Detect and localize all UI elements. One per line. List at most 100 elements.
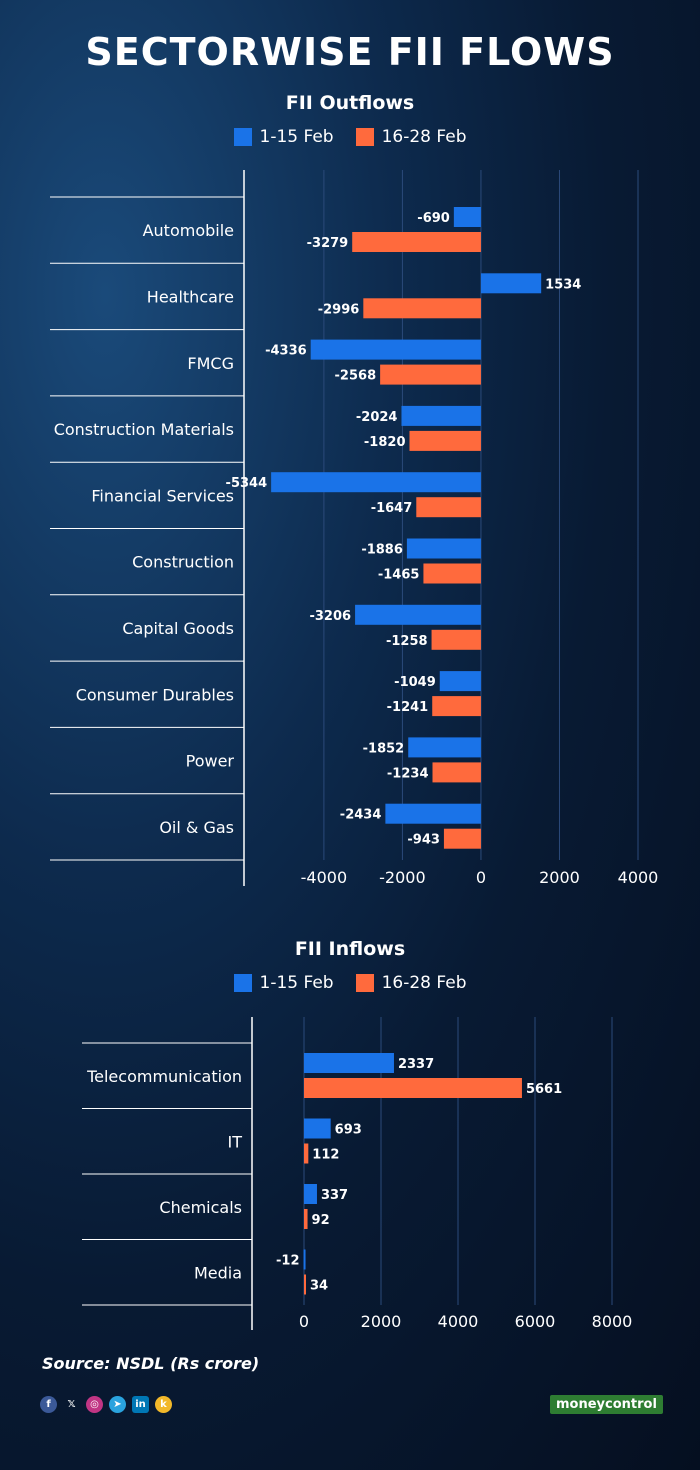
bar-series1 [304,1118,331,1139]
data-label: -2568 [335,369,377,384]
x-tick-label: 4000 [618,868,659,887]
koo-icon[interactable]: k [155,1396,172,1413]
x-tick-label: 2000 [361,1312,402,1331]
x-tick-label: 4000 [438,1312,479,1331]
legend-item-series2: 16-28 Feb [355,973,467,993]
source-note: Source: NSDL (Rs crore) [42,1354,260,1373]
data-label: -1241 [387,700,429,715]
legend-label-series2: 16-28 Feb [381,973,467,993]
category-label: IT [228,1132,243,1151]
data-label: 92 [312,1213,330,1228]
legend-item-series1: 1-15 Feb [233,127,334,147]
bar-series2 [416,497,481,518]
instagram-icon[interactable]: ◎ [86,1396,103,1413]
data-label: -1465 [378,568,420,583]
bar-series2 [304,1209,308,1229]
outflows-chart: -4000 -2000 0 2000 4000 Automobile -690 -3279 He… [50,170,659,887]
bar-series2 [423,563,481,584]
facebook-icon[interactable]: f [40,1396,57,1413]
data-label: -12 [276,1254,300,1269]
bar-series1 [304,1053,394,1073]
category-label: Oil & Gas [159,818,234,837]
data-label: 1534 [545,277,581,292]
legend-swatch-series2 [355,974,374,992]
data-label: -943 [407,833,440,848]
inflows-chart: 0 2000 4000 6000 8000 Telecommunication 2337 56… [82,1017,633,1331]
telegram-icon[interactable]: ➤ [109,1396,126,1413]
data-label: -1820 [364,435,406,450]
data-label: 693 [335,1123,362,1138]
category-label: Chemicals [159,1198,242,1217]
data-label: -690 [417,211,450,226]
bar-series2 [380,364,481,385]
category-label: Healthcare [147,287,234,306]
legend-swatch-series1 [233,128,252,146]
outflows-legend: 1-15 Feb 16-28 Feb [0,127,700,147]
data-label: -5344 [226,476,268,491]
inflows-chart-title: FII Inflows [294,938,406,960]
bar-series2 [363,298,481,319]
data-label: -2024 [356,410,398,425]
legend-item-series2: 16-28 Feb [355,127,467,147]
x-tick-label: 6000 [515,1312,556,1331]
bar-series2 [304,1143,309,1164]
category-label: Construction Materials [54,420,234,439]
legend-label-series1: 1-15 Feb [259,127,334,147]
legend-swatch-series2 [355,128,374,146]
bar-series1 [480,273,542,294]
x-tick-label: 0 [299,1312,309,1331]
category-label: Consumer Durables [76,685,234,704]
data-label: -2434 [340,808,382,823]
bar-series2 [432,762,481,783]
bar-series2 [304,1078,522,1098]
data-label: 337 [321,1188,348,1203]
data-label: -4336 [265,344,307,359]
legend-item-series1: 1-15 Feb [233,973,334,993]
bar-series1 [304,1184,317,1204]
bar-series2 [431,629,481,650]
legend-swatch-series1 [233,974,252,992]
bar-series2 [432,696,481,717]
bar-series1 [401,405,481,426]
linkedin-icon[interactable]: in [132,1396,149,1413]
bar-series1 [355,604,481,625]
page-title: SECTORWISE FII FLOWS [85,30,615,74]
bar-series1 [303,1249,306,1270]
brand-logo: moneycontrol [550,1395,663,1414]
legend-label-series1: 1-15 Feb [259,973,334,993]
bar-series1 [385,803,481,824]
data-label: -3206 [309,609,351,624]
x-tick-label: 2000 [539,868,580,887]
category-label: Media [194,1263,242,1282]
bar-series2 [352,232,481,252]
bar-series1 [310,339,481,360]
x-tick-label: -4000 [301,868,348,887]
inflows-legend: 1-15 Feb 16-28 Feb [0,973,700,993]
data-label: -3279 [307,236,349,251]
data-label: -2996 [318,302,360,317]
data-label: -1049 [394,675,436,690]
bar-series1 [406,538,481,559]
category-label: FMCG [187,354,234,373]
data-label: -1647 [371,501,413,516]
data-label: 112 [312,1148,339,1163]
category-label: Power [186,752,235,771]
x-tick-label: 8000 [592,1312,633,1331]
data-label: -1886 [361,543,403,558]
data-label: 34 [310,1279,328,1294]
category-label: Telecommunication [86,1067,242,1086]
data-label: -1852 [363,741,405,756]
x-icon[interactable]: 𝕏 [67,1399,76,1410]
bar-series1 [439,671,481,692]
category-label: Construction [132,553,234,572]
x-tick-label: 0 [476,868,486,887]
bar-series2 [443,828,481,849]
data-label: 5661 [526,1082,562,1097]
bar-series1 [271,472,481,493]
data-label: -1258 [386,634,428,649]
outflows-chart-title: FII Outflows [285,92,415,114]
legend-label-series2: 16-28 Feb [381,127,467,147]
data-label: 2337 [398,1057,434,1072]
category-label: Financial Services [91,486,234,505]
category-label: Automobile [143,221,234,240]
